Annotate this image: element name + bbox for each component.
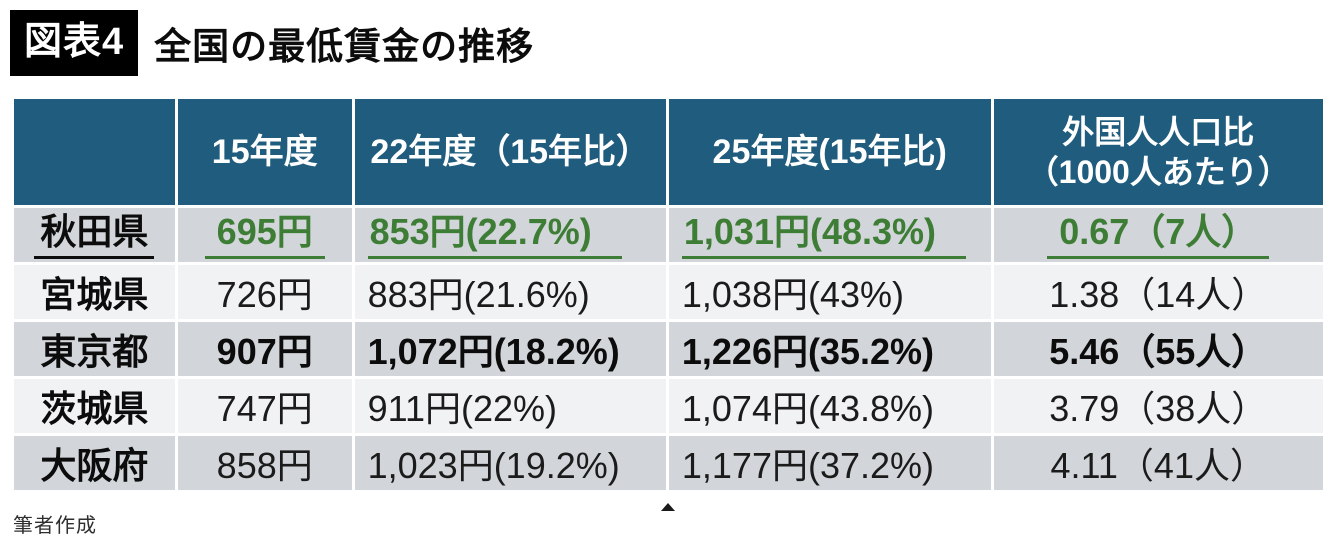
table-head: 15年度 22年度（15年比） 25年度(15年比) 外国人人口比 （1000人…: [14, 99, 1323, 205]
header-cell-foreign-ratio: 外国人人口比 （1000人あたり）: [993, 99, 1323, 205]
header-foreign-line1: 外国人人口比: [1062, 114, 1255, 150]
cell-fy15: 747円: [177, 379, 352, 433]
cell-foreign-ratio: 3.79（38人）: [993, 379, 1323, 433]
cell-fy22: 1,023円(19.2%): [354, 436, 666, 490]
value-text: 5.46（55人）: [1049, 331, 1268, 372]
source-note: 筆者作成: [13, 515, 97, 537]
table-row: 秋田県 695円 853円(22.7%) 1,031円(48.3%) 0.67（7人）: [14, 208, 1323, 262]
cell-fy22: 853円(22.7%): [354, 208, 666, 262]
cell-fy22: 1,072円(18.2%): [354, 322, 666, 376]
table-row: 大阪府 858円 1,023円(19.2%) 1,177円(37.2%) 4.11（41…: [14, 436, 1323, 490]
cell-prefecture: 大阪府: [14, 436, 175, 490]
cell-fy15: 907円: [177, 322, 352, 376]
value-text: 883円(21.6%): [367, 274, 590, 315]
value-text: 858円: [216, 445, 313, 486]
stray-triangle-mark: [661, 503, 675, 511]
value-text: 1,038円(43%): [681, 274, 904, 315]
value-text: 1,177円(37.2%): [681, 445, 935, 486]
header-cell-fy15: 15年度: [177, 99, 352, 205]
cell-foreign-ratio: 4.11（41人）: [993, 436, 1323, 490]
value-text: 1,074円(43.8%): [681, 388, 935, 429]
value-text: 907円: [216, 331, 313, 372]
cell-fy25: 1,226円(35.2%): [668, 322, 991, 376]
value-text: 1.38（14人）: [1049, 274, 1268, 315]
cell-fy25: 1,031円(48.3%): [668, 208, 991, 262]
value-text: 1,031円(48.3%): [681, 211, 967, 259]
value-text: 1,226円(35.2%): [681, 331, 935, 372]
cell-fy25: 1,177円(37.2%): [668, 436, 991, 490]
value-text: 3.79（38人）: [1049, 388, 1268, 429]
cell-fy22: 911円(22%): [354, 379, 666, 433]
prefecture-label: 秋田県: [34, 211, 155, 259]
figure-title: 全国の最低賃金の推移: [154, 26, 535, 67]
table-header-row: 15年度 22年度（15年比） 25年度(15年比) 外国人人口比 （1000人…: [14, 99, 1323, 205]
cell-fy22: 883円(21.6%): [354, 265, 666, 319]
value-text: 747円: [216, 388, 313, 429]
value-text: 695円: [204, 211, 325, 259]
value-text: 911円(22%): [367, 388, 558, 429]
cell-foreign-ratio: 5.46（55人）: [993, 322, 1323, 376]
table-row: 東京都 907円 1,072円(18.2%) 1,226円(35.2%) 5.46（55…: [14, 322, 1323, 376]
cell-fy15: 858円: [177, 436, 352, 490]
prefecture-label: 大阪府: [40, 445, 149, 486]
table-row: 宮城県 726円 883円(21.6%) 1,038円(43%) 1.38（14人）: [14, 265, 1323, 319]
value-text: 853円(22.7%): [367, 211, 622, 259]
table-row: 茨城県 747円 911円(22%) 1,074円(43.8%) 3.79（38人）: [14, 379, 1323, 433]
prefecture-label: 茨城県: [40, 388, 149, 429]
value-text: 0.67（7人）: [1047, 211, 1270, 259]
cell-prefecture: 東京都: [14, 322, 175, 376]
prefecture-label: 東京都: [40, 331, 149, 372]
header-cell-fy22: 22年度（15年比）: [354, 99, 666, 205]
header-foreign-line2: （1000人あたり）: [1026, 154, 1290, 190]
cell-foreign-ratio: 0.67（7人）: [993, 208, 1323, 262]
cell-fy25: 1,038円(43%): [668, 265, 991, 319]
minimum-wage-table: 15年度 22年度（15年比） 25年度(15年比) 外国人人口比 （1000人…: [11, 96, 1326, 493]
value-text: 1,072円(18.2%): [367, 331, 620, 372]
cell-prefecture: 宮城県: [14, 265, 175, 319]
table-body: 秋田県 695円 853円(22.7%) 1,031円(48.3%) 0.67（7人） 宮…: [14, 208, 1323, 490]
value-text: 4.11（41人）: [1050, 445, 1266, 486]
prefecture-label: 宮城県: [40, 274, 149, 315]
cell-foreign-ratio: 1.38（14人）: [993, 265, 1323, 319]
figure-tag-badge: 図表4: [10, 10, 139, 76]
cell-fy25: 1,074円(43.8%): [668, 379, 991, 433]
cell-fy15: 726円: [177, 265, 352, 319]
cell-prefecture: 茨城県: [14, 379, 175, 433]
cell-fy15: 695円: [177, 208, 352, 262]
figure-header: 図表4 全国の最低賃金の推移: [0, 0, 1340, 77]
header-cell-prefecture: [14, 99, 175, 205]
value-text: 1,023円(19.2%): [367, 445, 620, 486]
cell-prefecture: 秋田県: [14, 208, 175, 262]
value-text: 726円: [216, 274, 313, 315]
header-cell-fy25: 25年度(15年比): [668, 99, 991, 205]
